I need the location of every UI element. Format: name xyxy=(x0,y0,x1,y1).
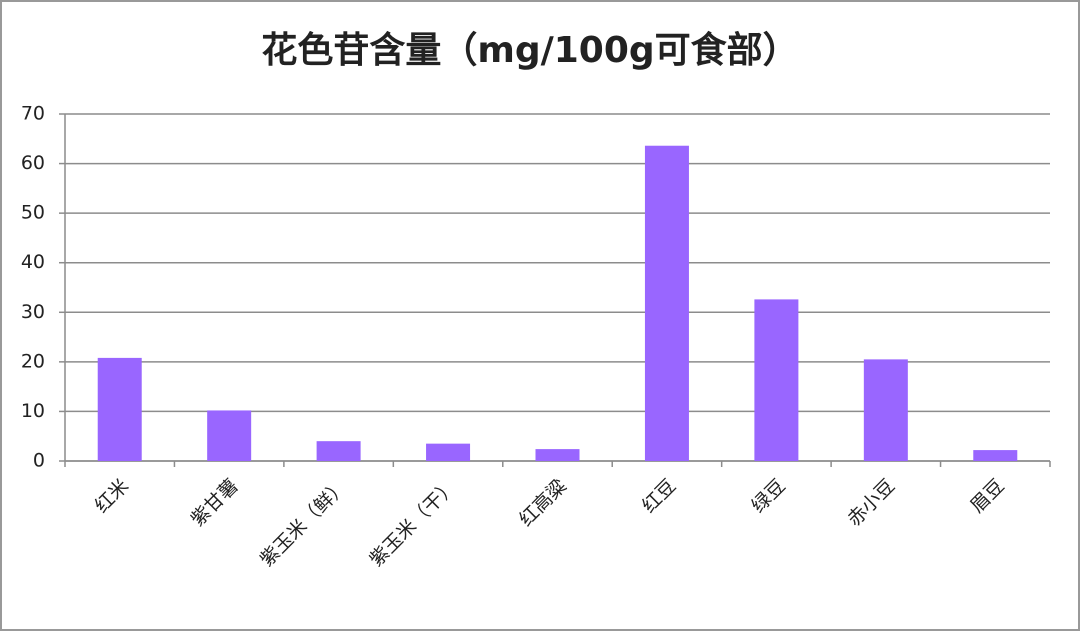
y-tick-label: 0 xyxy=(33,450,45,472)
bar xyxy=(644,145,689,461)
y-tick-label: 60 xyxy=(21,152,45,174)
bar xyxy=(863,359,908,461)
y-tick-label: 40 xyxy=(21,251,45,273)
bar xyxy=(535,449,580,461)
bar xyxy=(973,450,1018,461)
chart-title: 花色苷含量（mg/100g可食部） xyxy=(261,30,798,71)
bar xyxy=(754,299,799,461)
y-tick-label: 50 xyxy=(21,202,45,224)
bar xyxy=(426,443,471,461)
y-tick-label: 20 xyxy=(21,350,45,372)
y-tick-label: 10 xyxy=(21,400,45,422)
bar xyxy=(316,441,361,461)
bar xyxy=(207,410,252,461)
y-tick-label: 30 xyxy=(21,301,45,323)
y-tick-label: 70 xyxy=(21,103,45,125)
bar xyxy=(97,357,142,461)
